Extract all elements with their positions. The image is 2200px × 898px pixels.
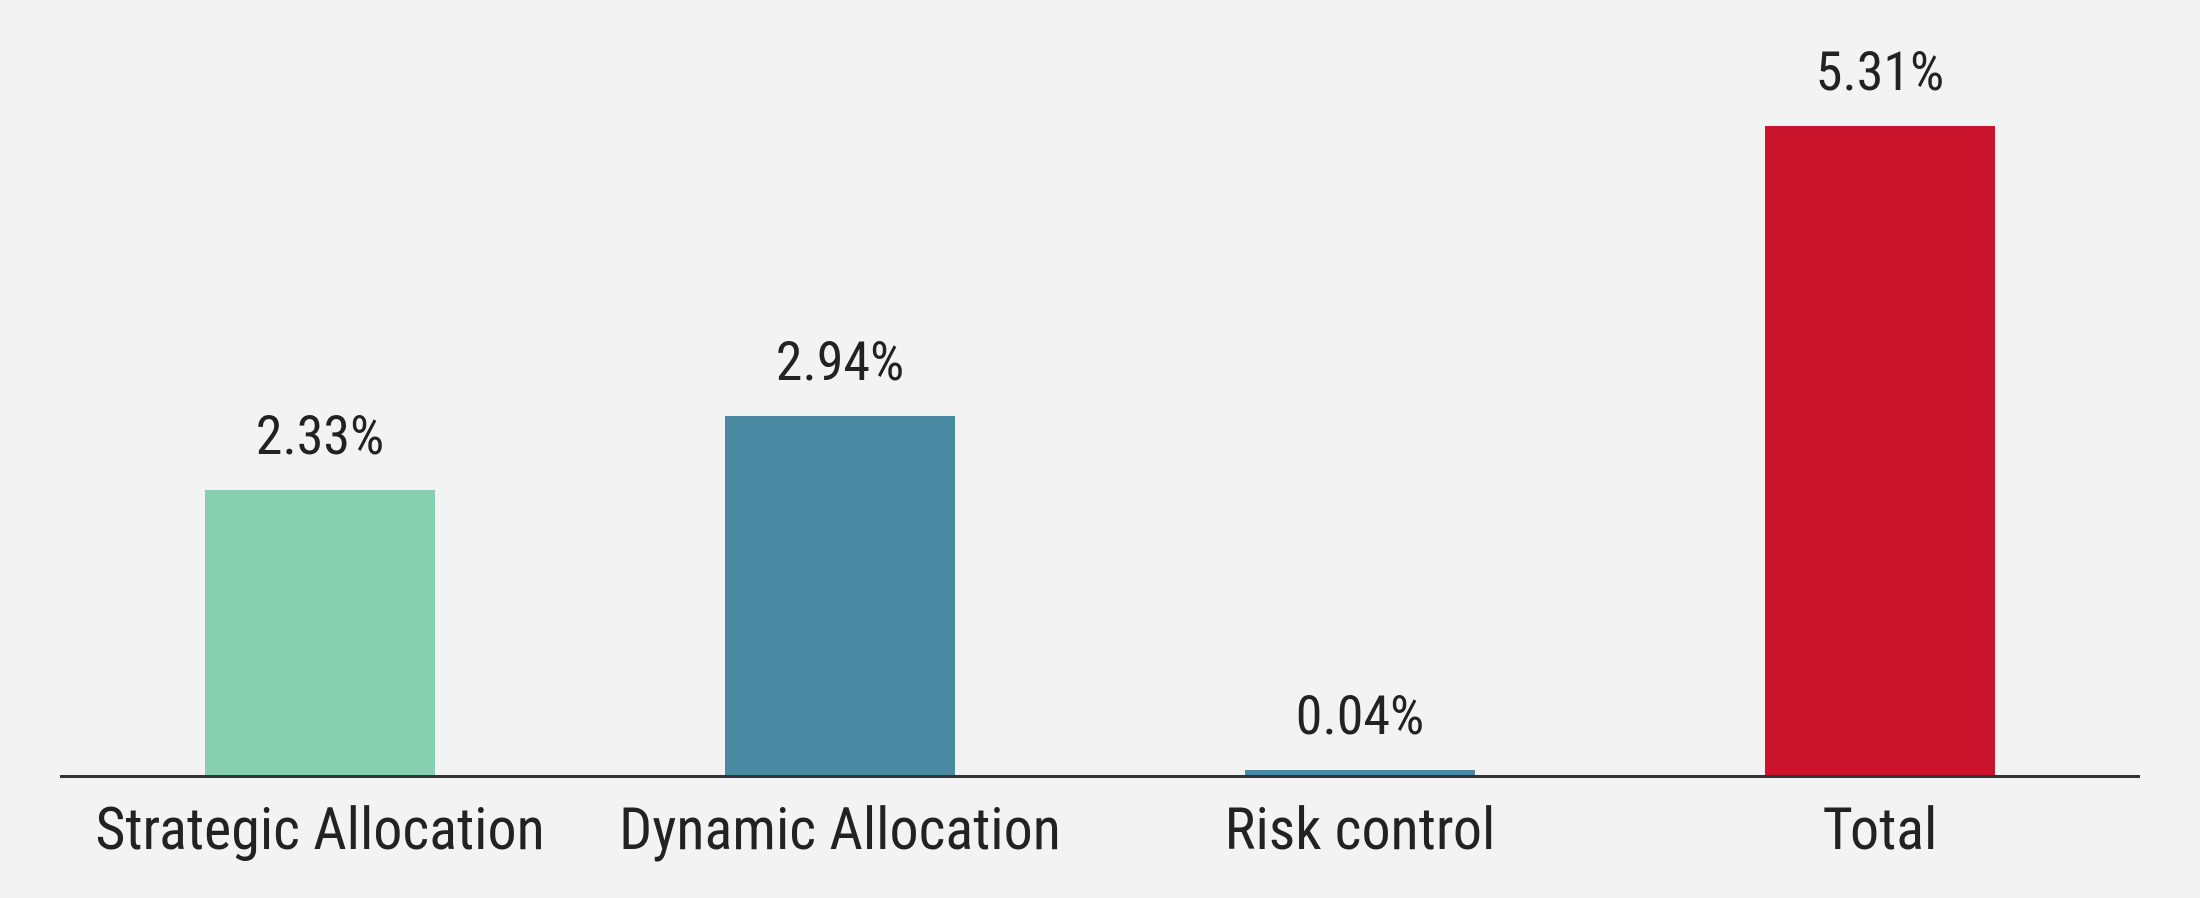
chart-value-label: 2.33% — [256, 405, 384, 468]
chart-bar-slot: 2.33% — [60, 40, 580, 775]
chart-bars: 2.33% 2.94% 0.04% 5.31% — [60, 40, 2140, 775]
chart-category-label: Risk control — [1100, 778, 1620, 898]
chart-category-labels: Strategic AllocationDynamic AllocationRi… — [60, 778, 2140, 898]
chart-bar-slot: 2.94% — [580, 40, 1100, 775]
chart-value-label: 5.31% — [1816, 41, 1944, 104]
chart-value-label: 2.94% — [776, 331, 904, 394]
chart-value-label: 0.04% — [1296, 685, 1424, 748]
chart-bar: 5.31% — [1765, 126, 1995, 775]
chart-category-label: Dynamic Allocation — [580, 778, 1100, 898]
chart-category-label: Strategic Allocation — [60, 778, 580, 898]
chart-bar: 2.33% — [205, 490, 435, 775]
chart-category-label: Total — [1620, 778, 2140, 898]
chart-plot-area: 2.33% 2.94% 0.04% 5.31% — [60, 40, 2140, 778]
allocation-bar-chart: 2.33% 2.94% 0.04% 5.31% Strategic Allocatio… — [0, 0, 2200, 898]
chart-bar-slot: 0.04% — [1100, 40, 1620, 775]
chart-bar-slot: 5.31% — [1620, 40, 2140, 775]
chart-bar: 2.94% — [725, 416, 955, 775]
